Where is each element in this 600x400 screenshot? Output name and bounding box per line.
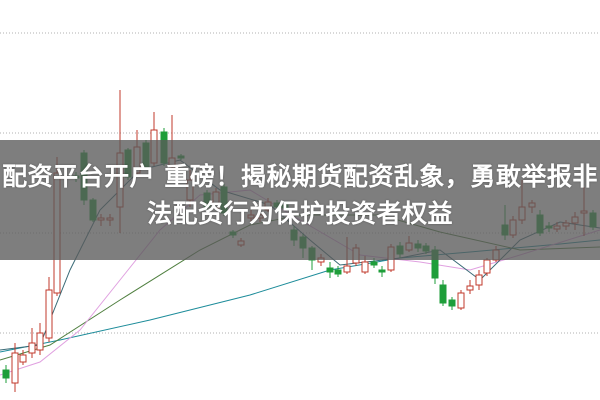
candle-body <box>483 259 491 274</box>
candle-body <box>45 289 53 339</box>
candle-body <box>457 292 465 309</box>
candle-body <box>370 261 378 266</box>
candle-body <box>378 269 386 273</box>
candle-body <box>19 354 27 363</box>
candle-body <box>28 342 36 354</box>
candle-body <box>2 369 10 379</box>
candle-body <box>326 267 334 273</box>
candle-body <box>448 299 456 307</box>
candle-body <box>334 269 342 275</box>
title-banner <box>0 140 600 260</box>
candle-body <box>11 352 19 384</box>
article-title: 配资平台开户 重磅！揭秘期货配资乱象，勇敢举报非法配资行为保护投资者权益 <box>2 162 598 228</box>
candle-body <box>361 261 369 273</box>
candle-body <box>36 332 44 351</box>
candle-body <box>439 284 447 304</box>
candle-body <box>466 285 474 291</box>
candle-body <box>343 265 351 273</box>
candle-body <box>475 274 483 286</box>
